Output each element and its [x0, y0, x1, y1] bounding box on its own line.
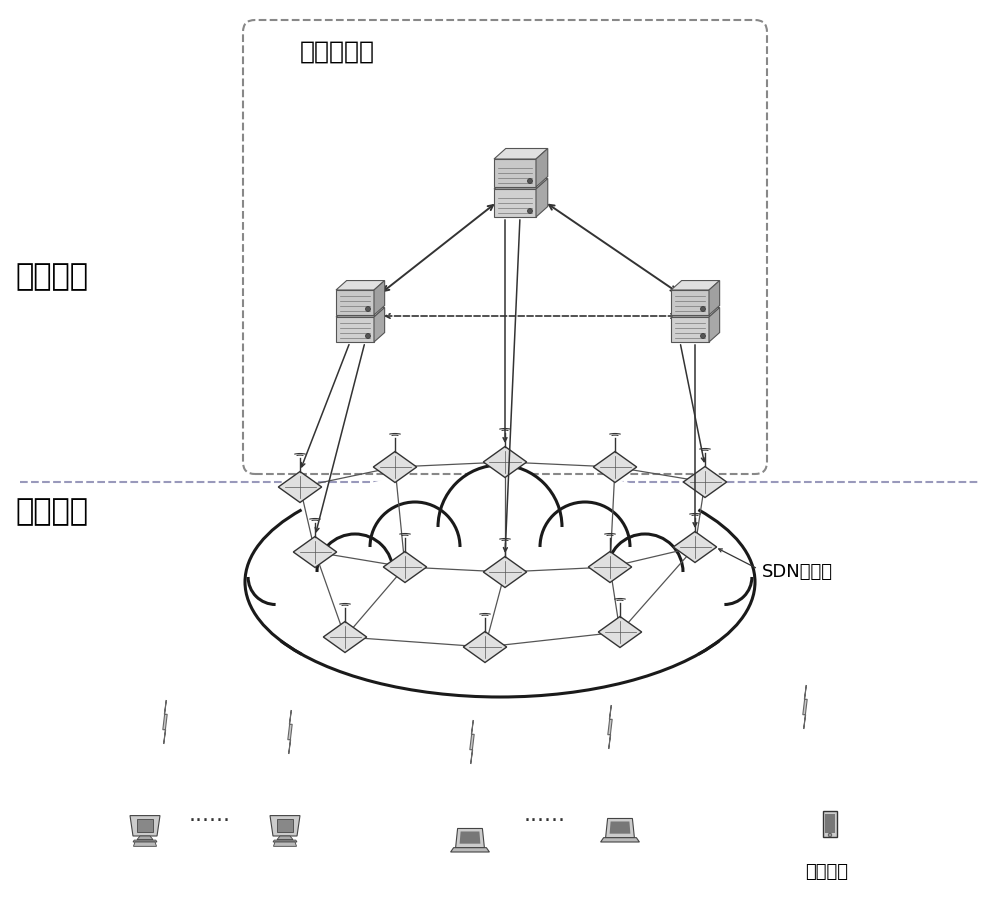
Polygon shape	[130, 815, 160, 836]
Polygon shape	[273, 842, 297, 847]
Polygon shape	[373, 451, 417, 483]
Polygon shape	[536, 149, 548, 187]
Polygon shape	[803, 685, 807, 729]
Polygon shape	[383, 552, 427, 582]
Polygon shape	[336, 290, 374, 315]
Polygon shape	[494, 189, 536, 217]
Polygon shape	[336, 308, 385, 317]
Polygon shape	[671, 281, 720, 290]
Circle shape	[366, 307, 370, 311]
Polygon shape	[456, 829, 484, 848]
Polygon shape	[709, 308, 720, 342]
Polygon shape	[278, 472, 322, 502]
Polygon shape	[483, 556, 527, 588]
Polygon shape	[277, 819, 293, 832]
Polygon shape	[137, 836, 153, 840]
Circle shape	[317, 534, 393, 610]
Polygon shape	[494, 149, 548, 159]
Circle shape	[607, 534, 683, 610]
Circle shape	[366, 334, 370, 338]
Polygon shape	[483, 447, 527, 477]
Text: 控制平面: 控制平面	[15, 263, 88, 292]
Text: SDN交换机: SDN交换机	[762, 563, 833, 581]
Polygon shape	[470, 720, 474, 764]
Circle shape	[540, 502, 630, 592]
Circle shape	[370, 502, 460, 592]
Polygon shape	[601, 838, 639, 842]
Polygon shape	[163, 700, 167, 744]
Polygon shape	[137, 819, 153, 832]
Polygon shape	[273, 840, 297, 842]
Polygon shape	[460, 832, 480, 844]
Circle shape	[438, 465, 562, 589]
Polygon shape	[494, 159, 536, 187]
Polygon shape	[133, 842, 157, 847]
Polygon shape	[823, 811, 837, 837]
Polygon shape	[463, 631, 507, 663]
Polygon shape	[336, 281, 385, 290]
Polygon shape	[451, 848, 489, 852]
Polygon shape	[671, 308, 720, 317]
Polygon shape	[288, 710, 292, 754]
Polygon shape	[593, 451, 637, 483]
Polygon shape	[610, 822, 630, 833]
Polygon shape	[683, 466, 727, 498]
Polygon shape	[336, 317, 374, 342]
Text: 管理控制器: 管理控制器	[300, 40, 375, 64]
Polygon shape	[374, 308, 385, 342]
Circle shape	[528, 179, 533, 184]
Polygon shape	[825, 814, 835, 833]
Circle shape	[701, 334, 706, 338]
Polygon shape	[536, 179, 548, 217]
Polygon shape	[277, 836, 293, 840]
Polygon shape	[323, 622, 367, 652]
Polygon shape	[671, 317, 709, 342]
Text: 数据平面: 数据平面	[15, 498, 88, 527]
Polygon shape	[494, 179, 548, 189]
Polygon shape	[608, 705, 612, 749]
Polygon shape	[673, 532, 717, 562]
Polygon shape	[133, 840, 157, 842]
Polygon shape	[709, 281, 720, 315]
Ellipse shape	[245, 467, 755, 697]
Polygon shape	[606, 818, 634, 838]
Circle shape	[528, 208, 533, 213]
Polygon shape	[598, 616, 642, 648]
Circle shape	[701, 307, 706, 311]
Polygon shape	[293, 536, 337, 568]
Polygon shape	[374, 281, 385, 315]
Polygon shape	[671, 290, 709, 315]
Circle shape	[828, 833, 832, 837]
Polygon shape	[588, 552, 632, 582]
Text: ......: ......	[524, 805, 566, 825]
Text: 移动终端: 移动终端	[805, 863, 848, 881]
Text: ......: ......	[189, 805, 231, 825]
Polygon shape	[270, 815, 300, 836]
